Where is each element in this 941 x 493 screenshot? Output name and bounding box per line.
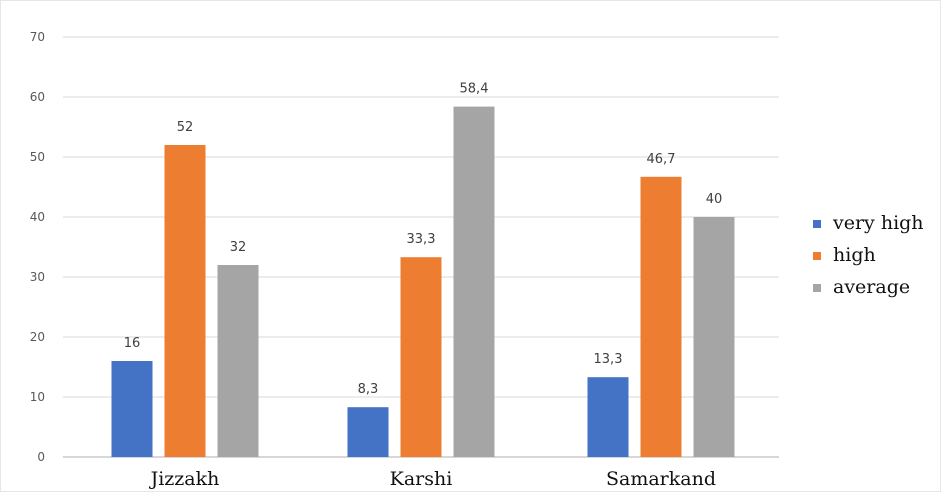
legend: very high high average — [813, 212, 924, 298]
data-label: 40 — [706, 192, 723, 207]
x-tick-label: Jizzakh — [149, 468, 220, 490]
y-tick-label: 20 — [30, 330, 45, 344]
x-axis-ticks: Jizzakh Karshi Samarkand — [149, 468, 716, 490]
y-tick-label: 30 — [30, 270, 45, 284]
data-label: 8,3 — [358, 382, 379, 397]
data-label: 13,3 — [594, 352, 623, 367]
data-label: 32 — [230, 240, 247, 255]
legend-swatch — [813, 220, 821, 228]
bar-high-karshi — [401, 257, 442, 457]
x-tick-label: Samarkand — [606, 468, 716, 490]
y-tick-label: 70 — [30, 30, 45, 44]
y-tick-label: 40 — [30, 210, 45, 224]
x-tick-label: Karshi — [390, 468, 453, 490]
bar-average-jizzakh — [218, 265, 259, 457]
data-label: 52 — [177, 120, 194, 135]
data-label: 16 — [124, 336, 141, 351]
y-tick-label: 0 — [37, 450, 45, 464]
bar-high-jizzakh — [165, 145, 206, 457]
y-tick-label: 10 — [30, 390, 45, 404]
data-label: 46,7 — [647, 152, 676, 167]
legend-swatch — [813, 284, 821, 292]
bar-very-high-samarkand — [588, 377, 629, 457]
bar-very-high-jizzakh — [112, 361, 153, 457]
bars — [112, 107, 735, 457]
data-label: 58,4 — [460, 82, 489, 97]
y-tick-label: 50 — [30, 150, 45, 164]
bar-average-karshi — [454, 107, 495, 457]
y-axis-ticks: 0 10 20 30 40 50 60 70 — [30, 30, 45, 464]
bar-high-samarkand — [641, 177, 682, 457]
y-tick-label: 60 — [30, 90, 45, 104]
legend-label: high — [833, 244, 876, 266]
legend-swatch — [813, 252, 821, 260]
legend-label: average — [833, 276, 910, 298]
bar-very-high-karshi — [348, 407, 389, 457]
legend-label: very high — [832, 212, 924, 234]
bar-average-samarkand — [694, 217, 735, 457]
data-label: 33,3 — [407, 232, 436, 247]
